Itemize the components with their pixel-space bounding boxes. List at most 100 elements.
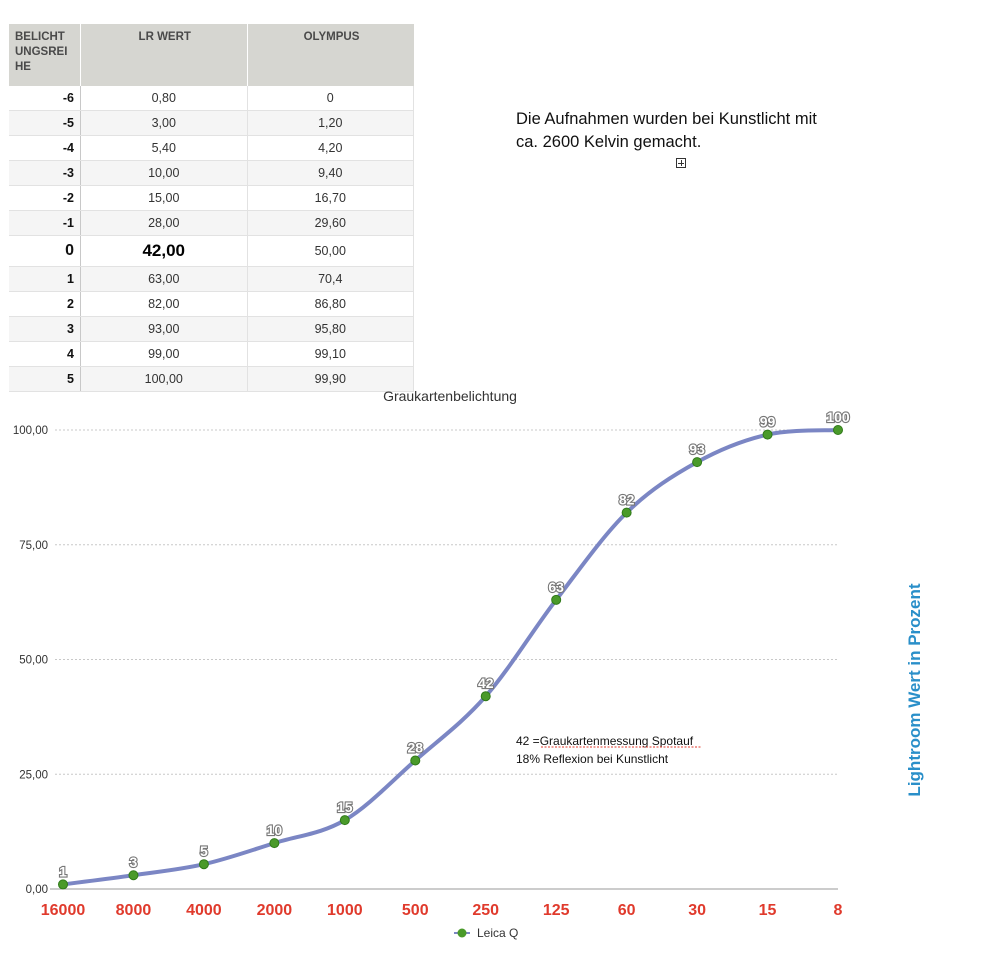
table-row: 1 63,00 70,4 (9, 266, 414, 292)
data-label: 5 (200, 843, 208, 859)
header-step: BELICHT UNGSREI HE (9, 24, 81, 86)
cell-lr: 42,00 (80, 235, 248, 267)
table-row: 5 100,00 99,90 (9, 366, 414, 392)
table-row: -4 5,40 4,20 (9, 135, 414, 161)
data-point (480, 691, 491, 702)
cell-lr: 28,00 (80, 210, 248, 236)
cell-lr: 82,00 (80, 291, 248, 317)
cell-step: 4 (9, 341, 81, 367)
cell-lr: 5,40 (80, 135, 248, 161)
x-tick-label: 1000 (327, 902, 363, 919)
chart-title: Graukartenbelichtung (383, 388, 517, 404)
cell-olympus: 4,20 (247, 135, 414, 161)
cell-olympus: 99,90 (247, 366, 414, 392)
note-text: Die Aufnahmen wurden bei Kunstlicht mit … (516, 110, 817, 151)
exposure-table: BELICHT UNGSREI HE LR WERT OLYMPUS -6 0,8… (9, 24, 414, 392)
cell-olympus: 50,00 (247, 235, 414, 267)
data-label: 10 (267, 822, 283, 838)
add-handle-icon[interactable] (676, 158, 686, 168)
data-label: 93 (689, 441, 705, 457)
x-tick-label: 30 (688, 902, 706, 919)
cell-lr: 63,00 (80, 266, 248, 292)
data-label: 42 (478, 675, 494, 691)
data-label: 1 (59, 863, 67, 879)
header-olympus: OLYMPUS (247, 24, 414, 86)
table-row: 2 82,00 86,80 (9, 291, 414, 317)
cell-step: -6 (9, 86, 81, 111)
header-step-label: BELICHT UNGSREI HE (15, 31, 68, 73)
y-tick-label: 100,00 (13, 425, 48, 437)
cell-step: 1 (9, 266, 81, 292)
cell-olympus: 95,80 (247, 316, 414, 342)
y-axis-label: Lightroom Wert in Prozent (905, 583, 924, 796)
cell-step: -2 (9, 185, 81, 211)
data-point (692, 457, 703, 468)
y-tick-label: 75,00 (19, 540, 48, 552)
data-point (762, 429, 773, 440)
data-point (410, 755, 421, 766)
cell-olympus: 29,60 (247, 210, 414, 236)
y-tick-label: 0,00 (26, 884, 48, 896)
cell-lr: 3,00 (80, 110, 248, 136)
x-tick-label: 8000 (116, 902, 152, 919)
series-markers (58, 425, 843, 890)
data-point (269, 838, 280, 849)
data-label: 28 (407, 739, 423, 755)
cell-olympus: 9,40 (247, 160, 414, 186)
data-label: 15 (337, 799, 353, 815)
data-label: 63 (548, 579, 564, 595)
cell-olympus: 86,80 (247, 291, 414, 317)
series-line (62, 428, 839, 887)
cell-lr: 99,00 (80, 341, 248, 367)
data-point (198, 859, 209, 870)
y-tick-label: 25,00 (19, 769, 48, 781)
cell-lr: 93,00 (80, 316, 248, 342)
x-tick-label: 15 (759, 902, 777, 919)
cell-step: -3 (9, 160, 81, 186)
cell-olympus: 16,70 (247, 185, 414, 211)
table-body: -6 0,80 0 -5 3,00 1,20 -4 5,40 4,20 -3 10,00 9,40 -2… (9, 86, 414, 392)
cell-lr: 100,00 (80, 366, 248, 392)
data-point (833, 425, 843, 435)
chart-grid (50, 429, 838, 890)
cell-olympus: 1,20 (247, 110, 414, 136)
cell-step: -1 (9, 210, 81, 236)
data-point (128, 870, 139, 881)
x-axis-ticks: 16000 8000 4000 2000 1000 500 250 125 60 30 15 8 (41, 902, 843, 919)
y-tick-label: 50,00 (19, 655, 48, 667)
table-row: 3 93,00 95,80 (9, 316, 414, 342)
x-tick-label: 4000 (186, 902, 222, 919)
exposure-data-table: BELICHT UNGSREI HE LR WERT OLYMPUS -6 0,8… (9, 24, 414, 392)
cell-step: -5 (9, 110, 81, 136)
table-row: -6 0,80 0 (9, 86, 414, 111)
cell-olympus: 99,10 (247, 341, 414, 367)
cell-step: 3 (9, 316, 81, 342)
table-row: -2 15,00 16,70 (9, 185, 414, 211)
data-label: 99 (760, 414, 776, 430)
y-axis-ticks: 0,00 25,00 50,00 75,00 100,00 (13, 425, 48, 896)
table-row: 4 99,00 99,10 (9, 341, 414, 367)
cell-olympus: 0 (247, 86, 414, 111)
x-tick-label: 16000 (41, 902, 86, 919)
table-header-row: BELICHT UNGSREI HE LR WERT OLYMPUS (9, 24, 414, 86)
legend-marker (457, 928, 467, 938)
cell-lr: 0,80 (80, 86, 248, 111)
data-point (339, 815, 350, 826)
legend-label: Leica Q (477, 926, 518, 940)
cell-step: 2 (9, 291, 81, 317)
cell-lr: 10,00 (80, 160, 248, 186)
cell-step: 5 (9, 366, 81, 392)
legend: Leica Q (454, 926, 518, 940)
cell-step: -4 (9, 135, 81, 161)
cell-olympus: 70,4 (247, 266, 414, 292)
x-tick-label: 500 (402, 902, 429, 919)
data-labels: 1 3 5 10 15 28 42 63 82 93 99 100 (58, 408, 851, 881)
data-point (58, 879, 68, 890)
data-label: 3 (130, 854, 138, 870)
data-point (551, 594, 562, 605)
cell-lr: 15,00 (80, 185, 248, 211)
exposure-chart: Graukartenbelichtung 0,00 25,00 50,00 75,00… (13, 388, 924, 940)
header-lr: LR WERT (80, 24, 248, 86)
table-row: -3 10,00 9,40 (9, 160, 414, 186)
annotation-line-2: 18% Reflexion bei Kunstlicht (516, 752, 669, 766)
